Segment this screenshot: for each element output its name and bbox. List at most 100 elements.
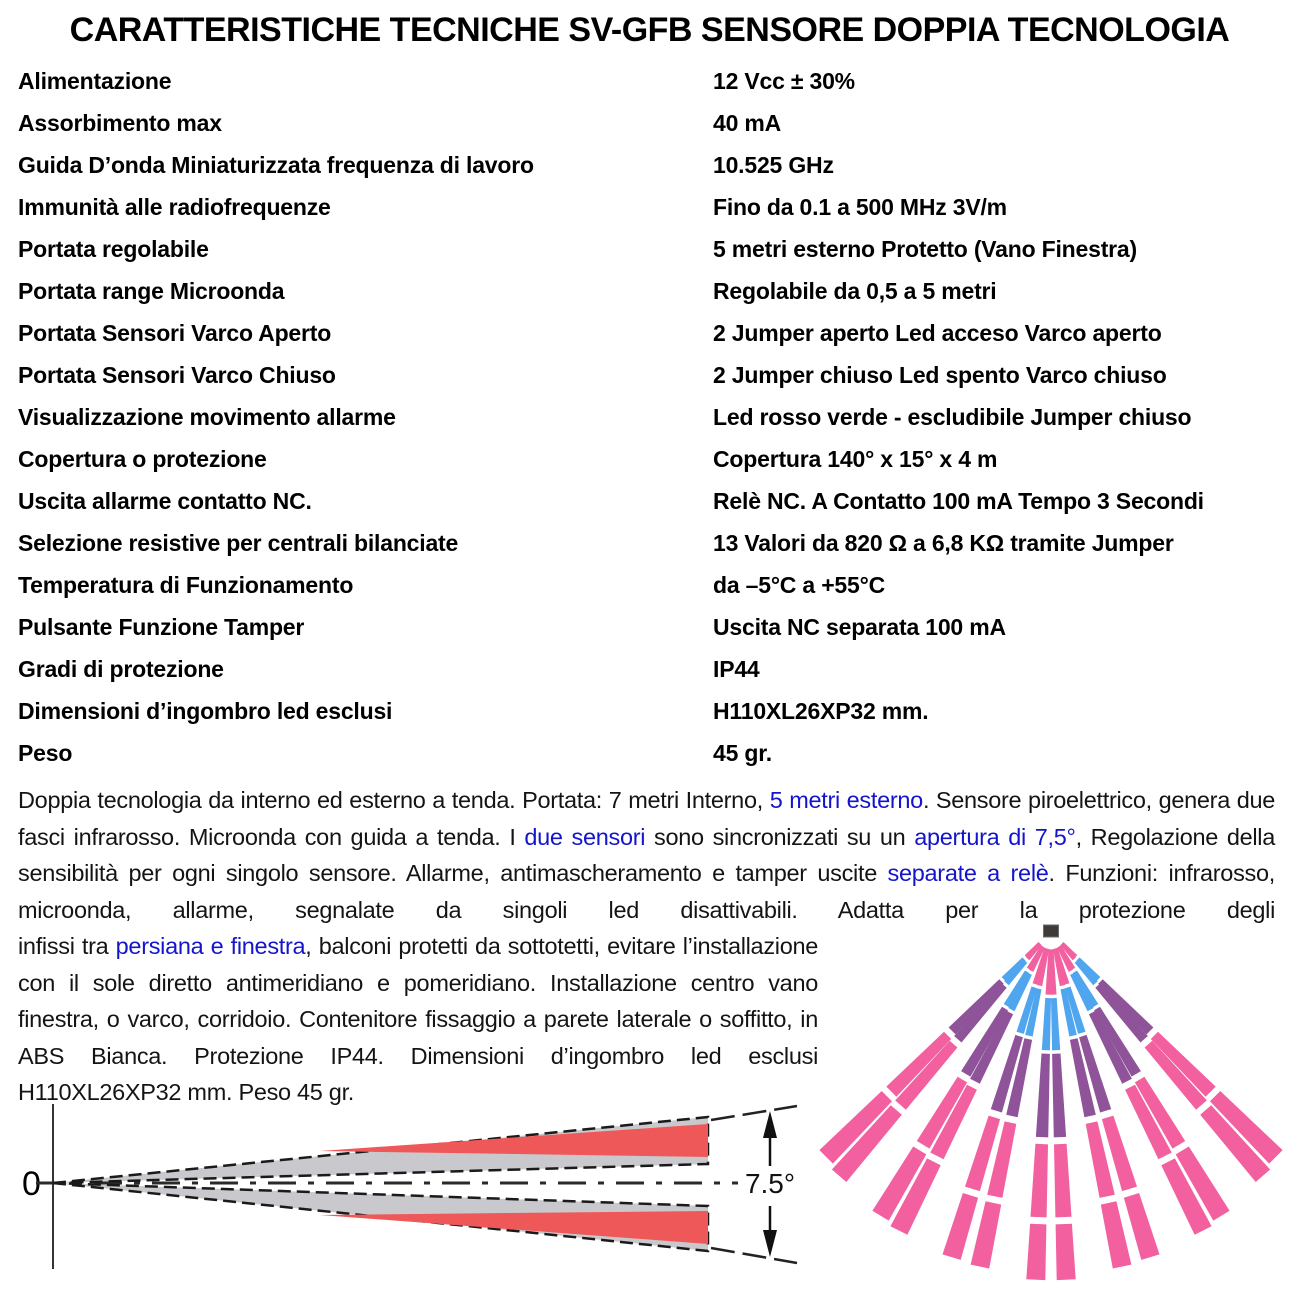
spec-label: Copertura o protezione	[18, 445, 267, 472]
spec-table: Alimentazione 12 Vcc ± 30% Assorbimento ma…	[18, 60, 1275, 774]
text-run: infissi tra	[18, 933, 116, 959]
spec-label: Immunità alle radiofrequenze	[18, 193, 331, 220]
beam-strip-segment	[872, 1146, 927, 1221]
spec-value: Fino da 0.1 a 500 MHz 3V/m	[713, 193, 1007, 220]
dimension-arrow-down	[763, 1230, 777, 1257]
spec-row: Visualizzazione movimento allarme Led ros…	[18, 396, 1275, 438]
text-run: sono sincronizzati su un	[645, 823, 915, 850]
spec-value: 2 Jumper chiuso Led spento Varco chiuso	[713, 361, 1167, 388]
dimension-arrow-up	[763, 1111, 777, 1138]
beam-strip-segment	[1055, 1223, 1076, 1281]
spec-value: H110XL26XP32 mm.	[713, 697, 929, 724]
sensor-origin-marker	[1043, 924, 1059, 938]
horizontal-beam-svg: 0 7.5°	[22, 1104, 798, 1269]
beam-strip-segment	[819, 1091, 892, 1164]
spec-label: Alimentazione	[18, 67, 172, 94]
beam-strip-segment	[1085, 1121, 1115, 1198]
description-paragraph-2: infissi tra persiana e finestra, balconi…	[18, 928, 818, 1111]
spec-row: Dimensioni d’ingombro led esclusi H110XL2…	[18, 690, 1275, 732]
beam-strip-segment	[1035, 1053, 1050, 1138]
spec-value: Relè NC. A Contatto 100 mA Tempo 3 Secon…	[713, 487, 1204, 514]
beam-strip-segment	[1100, 1201, 1132, 1269]
spec-row: Copertura o protezione Copertura 140° x 1…	[18, 438, 1275, 480]
text-run: , balconi protetti da sottotetti, evitar…	[18, 933, 819, 1105]
spec-label: Temperatura di Funzionamento	[18, 571, 354, 598]
page-title: CARATTERISTICHE TECNICHE SV-GFB SENSORE …	[69, 11, 1230, 49]
beam-strip-segment	[1200, 1105, 1271, 1182]
beam-strip-segment	[965, 1115, 1001, 1192]
beam-fan-svg	[819, 924, 1283, 1281]
beam-strip-segment	[930, 1084, 977, 1160]
spec-value: 10.525 GHz	[713, 151, 834, 178]
beam-strip-segment	[1061, 942, 1078, 959]
beam-strip-segment	[1026, 943, 1042, 961]
upper-beam-core	[320, 1124, 708, 1157]
spec-value: 2 Jumper aperto Led acceso Varco aperto	[713, 319, 1162, 346]
beam-strip-segment	[1076, 957, 1101, 982]
spec-row: Uscita allarme contatto NC. Relè NC. A Co…	[18, 480, 1275, 522]
beam-strip-segment	[916, 1076, 968, 1149]
beam-strip-segment	[1008, 972, 1032, 1012]
highlight-phrase: persiana e finestra	[115, 933, 306, 959]
zero-label: 0	[22, 1165, 41, 1203]
beam-strip-segment	[1003, 970, 1030, 1008]
beam-strip-segment	[1094, 1006, 1141, 1077]
description-paragraph-1: Doppia tecnologia da interno ed esterno …	[18, 782, 1275, 928]
spec-row: Selezione resistive per centrali bilanci…	[18, 522, 1275, 564]
spec-label: Uscita allarme contatto NC.	[18, 487, 312, 514]
spec-row: Assorbimento max 40 mA	[18, 102, 1275, 144]
spec-value: Regolabile da 0,5 a 5 metri	[713, 277, 997, 304]
beam-strip-segment	[1041, 997, 1051, 1051]
spec-value: da –5°C a +55°C	[713, 571, 886, 598]
beam-strip-segment	[1051, 997, 1061, 1051]
text-run: . Funzioni: infrarosso, microonda, allar…	[18, 860, 1275, 923]
beam-strip-segment	[1054, 947, 1070, 985]
spec-row: Portata Sensori Varco Chiuso 2 Jumper chi…	[18, 354, 1275, 396]
beam-strip-segment	[987, 1121, 1017, 1198]
beam-strip-segment	[1088, 1011, 1132, 1084]
highlight-phrase: apertura di 7,5°	[914, 823, 1076, 850]
beam-strip-segment	[948, 979, 1004, 1035]
beam-strip-segment	[1037, 948, 1050, 987]
spec-label: Peso	[18, 739, 73, 766]
beam-strip-segment	[1069, 1038, 1096, 1118]
beam-strip-segment	[961, 1006, 1008, 1077]
beam-strip-segment	[831, 1105, 902, 1182]
spec-value: 12 Vcc ± 30%	[713, 67, 855, 94]
beam-strip-segment	[886, 1031, 952, 1097]
spec-value: 5 metri esterno Protetto (Vano Finestra)	[713, 235, 1137, 262]
spec-label: Visualizzazione movimento allarme	[18, 403, 396, 430]
spec-row: Pulsante Funzione Tamper Uscita NC separa…	[18, 606, 1275, 648]
beam-strip-segment	[1098, 979, 1154, 1035]
horizontal-beam-diagram: 0 7.5°	[18, 1096, 798, 1284]
spec-label: Selezione resistive per centrali bilanci…	[18, 529, 459, 556]
spec-row: Temperatura di Funzionamento da –5°C a +5…	[18, 564, 1275, 606]
spec-row: Portata Sensori Varco Aperto 2 Jumper ape…	[18, 312, 1275, 354]
spec-label: Dimensioni d’ingombro led esclusi	[18, 697, 393, 724]
beam-strip-segment	[970, 1201, 1002, 1269]
text-run: Doppia tecnologia da interno ed esterno …	[18, 787, 770, 813]
lower-beam-core	[320, 1211, 708, 1244]
beam-strip-segment	[1175, 1146, 1230, 1221]
beam-strip-segment	[1134, 1076, 1186, 1149]
beam-strip-segment	[1072, 970, 1099, 1008]
beam-strip-segment	[1095, 983, 1148, 1043]
beam-strip-segment	[1070, 972, 1094, 1012]
beam-strip-segment	[1150, 1031, 1216, 1097]
spec-label: Pulsante Funzione Tamper	[18, 613, 305, 640]
beam-strip-segment	[1054, 1143, 1072, 1218]
spec-value: Led rosso verde - escludibile Jumper chi…	[713, 403, 1192, 430]
spec-row: Portata regolabile 5 metri esterno Protet…	[18, 228, 1275, 270]
spec-label: Portata regolabile	[18, 235, 209, 262]
beam-strip-segment	[1125, 1084, 1172, 1160]
beam-strip-segment	[1052, 948, 1065, 987]
beam-strip-segment	[1006, 1038, 1033, 1118]
highlight-phrase: 5 metri esterno	[769, 787, 924, 813]
spec-value: 13 Valori da 820 Ω a 6,8 KΩ tramite Jump…	[713, 529, 1174, 556]
beam-strip-segment	[1161, 1158, 1212, 1235]
beam-strip-segment	[1065, 986, 1086, 1034]
beam-strip-segment	[1210, 1091, 1283, 1164]
beam-strip-segment	[1025, 988, 1042, 1037]
beam-strip-segment	[1030, 1143, 1048, 1218]
